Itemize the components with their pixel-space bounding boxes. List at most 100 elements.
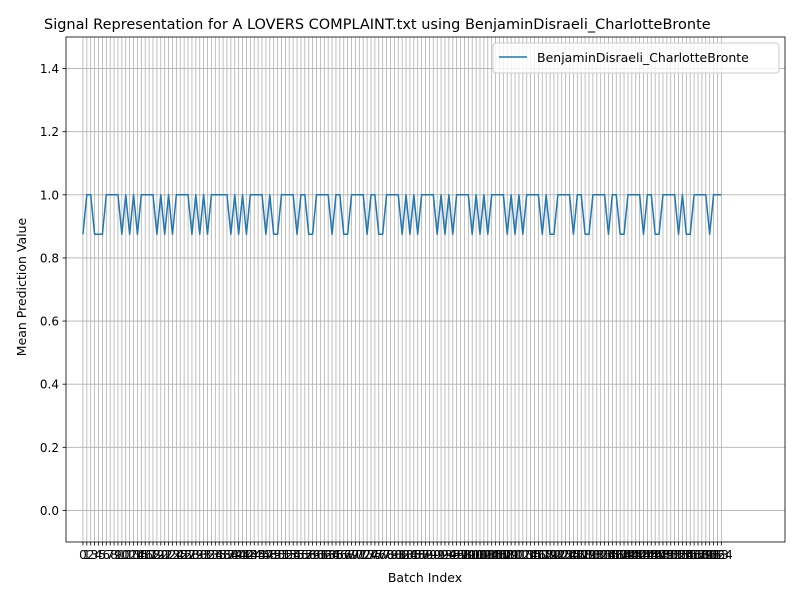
x-tick-label: 133	[589, 548, 612, 562]
x-tick-label: 85	[406, 548, 421, 562]
x-tick-label: 147	[644, 548, 667, 562]
x-tick-label: 54	[286, 548, 301, 562]
x-tick-label: 48	[262, 548, 277, 562]
x-tick-label: 52	[278, 548, 293, 562]
x-tick-label: 55	[289, 548, 304, 562]
x-tick-label: 19	[149, 548, 164, 562]
x-tick-label: 159	[690, 548, 713, 562]
x-tick-label: 3	[91, 548, 99, 562]
x-tick-label: 116	[523, 548, 546, 562]
legend: BenjaminDisraeli_CharlotteBronte	[492, 42, 780, 74]
x-tick-label: 60	[309, 548, 324, 562]
x-tick-label: 103	[472, 548, 495, 562]
x-tick-label: 41	[235, 548, 250, 562]
x-tick-label: 43	[243, 548, 258, 562]
x-tick-label: 162	[702, 548, 725, 562]
x-tick-label: 135	[597, 548, 620, 562]
x-tick-label: 104	[476, 548, 499, 562]
x-tick-label: 40	[231, 548, 246, 562]
x-tick-label: 31	[196, 548, 211, 562]
x-tick-label: 95	[445, 548, 460, 562]
y-tick-label: 0.2	[40, 441, 59, 455]
x-tick-label: 24	[169, 548, 184, 562]
x-tick-label: 69	[344, 548, 359, 562]
x-tick-label: 160	[694, 548, 717, 562]
x-tick-label: 136	[601, 548, 624, 562]
x-tick-label: 92	[433, 548, 448, 562]
x-tick-label: 127	[566, 548, 589, 562]
y-tick-label: 0.8	[40, 251, 59, 265]
x-tick-label: 118	[531, 548, 554, 562]
x-tick-label: 84	[402, 548, 417, 562]
x-tick-label: 134	[593, 548, 616, 562]
legend-frame	[492, 42, 780, 74]
x-tick-label: 126	[562, 548, 585, 562]
x-tick-label: 81	[391, 548, 406, 562]
x-tick-label: 89	[422, 548, 437, 562]
x-tick-label: 38	[223, 548, 238, 562]
x-tick-label: 121	[543, 548, 566, 562]
x-tick-label: 93	[437, 548, 452, 562]
x-tick-label: 119	[535, 548, 558, 562]
x-tick-label: 111	[504, 548, 527, 562]
x-tick-label: 80	[387, 548, 402, 562]
x-tick-label: 155	[675, 548, 698, 562]
x-tick-label: 28	[184, 548, 199, 562]
x-tick-label: 57	[297, 548, 312, 562]
x-tick-label: 86	[410, 548, 425, 562]
x-tick-label: 109	[496, 548, 519, 562]
x-tick-label: 129	[574, 548, 597, 562]
x-tick-label: 66	[332, 548, 347, 562]
chart-title: Signal Representation for A LOVERS COMPL…	[44, 17, 711, 33]
x-tick-label: 46	[254, 548, 269, 562]
x-tick-label: 154	[671, 548, 694, 562]
x-tick-label: 163	[706, 548, 729, 562]
x-tick-label: 50	[270, 548, 285, 562]
x-tick-label: 9	[114, 548, 122, 562]
x-tick-label: 35	[212, 548, 227, 562]
x-tick-label: 64	[324, 548, 339, 562]
x-tick-label: 17	[141, 548, 156, 562]
x-tick-label: 94	[441, 548, 456, 562]
x-tick-label: 120	[539, 548, 562, 562]
x-tick-label: 70	[348, 548, 363, 562]
x-tick-label: 156	[679, 548, 702, 562]
x-tick-label: 2	[87, 548, 95, 562]
x-tick-label: 76	[371, 548, 386, 562]
x-tick-label: 61	[313, 548, 328, 562]
x-tick-label: 96	[449, 548, 464, 562]
legend-label: BenjaminDisraeli_CharlotteBronte	[537, 50, 749, 65]
x-tick-label: 142	[624, 548, 647, 562]
x-tick-label: 6	[102, 548, 110, 562]
x-tick-label: 11	[118, 548, 133, 562]
x-tick-label: 164	[710, 548, 733, 562]
y-tick-label: 1.2	[40, 125, 59, 139]
x-tick-label: 139	[613, 548, 636, 562]
x-tick-label: 140	[616, 548, 639, 562]
x-tick-label: 132	[585, 548, 608, 562]
x-tick-label: 79	[383, 548, 398, 562]
x-tick-label: 153	[667, 548, 690, 562]
x-tick-label: 157	[683, 548, 706, 562]
x-tick-label: 100	[461, 548, 484, 562]
x-tick-label: 151	[659, 548, 682, 562]
x-tick-label: 36	[215, 548, 230, 562]
x-tick-label: 145	[636, 548, 659, 562]
x-tick-label: 14	[130, 548, 145, 562]
series-group	[82, 194, 722, 236]
x-tick-label: 45	[250, 548, 265, 562]
x-tick-label: 42	[239, 548, 254, 562]
x-tick-label: 73	[359, 548, 374, 562]
x-tick-label: 123	[550, 548, 573, 562]
x-tick-label: 67	[336, 548, 351, 562]
x-tick-label: 58	[301, 548, 316, 562]
x-tick-label: 10	[114, 548, 129, 562]
x-tick-label: 51	[274, 548, 289, 562]
x-tick-label: 137	[605, 548, 628, 562]
x-tick-label: 161	[698, 548, 721, 562]
x-tick-label: 83	[398, 548, 413, 562]
x-axis-ticks: 0123456789101112131415161718192021222324…	[79, 542, 733, 562]
x-tick-label: 30	[192, 548, 207, 562]
x-tick-label: 99	[461, 548, 476, 562]
